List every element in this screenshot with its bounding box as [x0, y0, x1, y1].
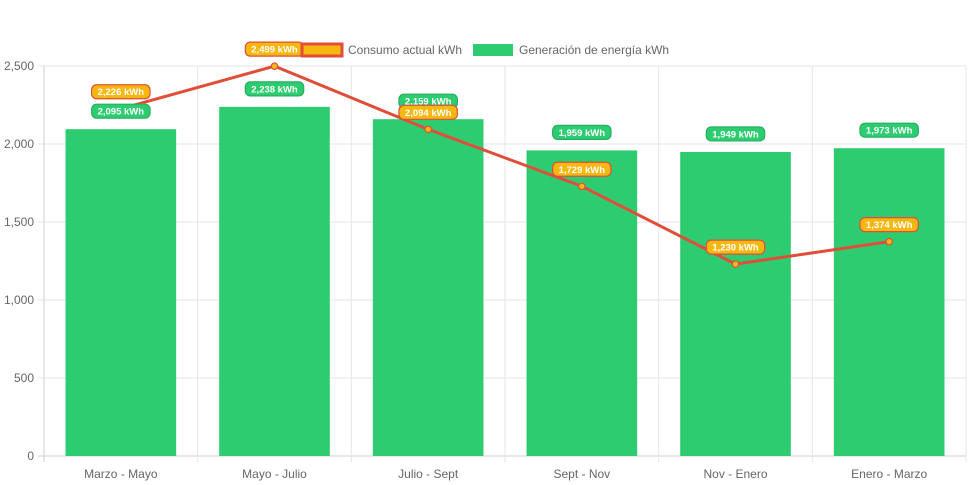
data-label-bg	[91, 103, 151, 119]
data-label-text: 1,374 kWh	[866, 220, 913, 231]
y-tick-label: 2,500	[4, 59, 34, 73]
data-label: 2,238 kWh	[244, 81, 305, 97]
bar[interactable]	[372, 119, 484, 457]
legend-label-consumo: Consumo actual kWh	[348, 43, 462, 57]
data-label-text: 2,094 kWh	[405, 108, 452, 119]
x-tick-label: Julio - Sept	[398, 467, 459, 481]
legend-item-generacion[interactable]: Generación de energía kWh	[473, 43, 669, 57]
data-label: 1,729 kWh	[552, 161, 612, 177]
data-label-bg	[398, 104, 458, 120]
data-label: 2,095 kWh	[91, 103, 151, 119]
y-tick-label: 500	[14, 371, 34, 385]
legend-swatch-consumo	[300, 42, 344, 58]
line-point[interactable]	[270, 62, 279, 70]
x-tick-label: Enero - Marzo	[851, 467, 927, 481]
data-label-text: 2,499 kWh	[251, 45, 298, 56]
data-label-text: 2,226 kWh	[98, 87, 145, 98]
data-label-bg	[552, 161, 612, 177]
data-label-bg	[91, 84, 151, 100]
data-label: 2,226 kWh	[91, 84, 151, 100]
data-label: 2,499 kWh	[244, 41, 305, 57]
data-label-bg	[244, 81, 305, 97]
data-label-text: 2,238 kWh	[251, 84, 298, 95]
data-label-bg	[859, 217, 919, 233]
legend-label-generacion: Generación de energía kWh	[519, 43, 669, 57]
data-label-bg	[859, 122, 919, 138]
bar[interactable]	[219, 106, 330, 456]
bar[interactable]	[680, 151, 791, 456]
y-tick-label: 1,000	[4, 293, 34, 307]
data-label-text: 1,729 kWh	[559, 165, 606, 176]
line-point[interactable]	[885, 237, 893, 246]
data-label-text: 1,949 kWh	[712, 129, 759, 140]
line-point[interactable]	[424, 125, 432, 134]
data-label: 1,973 kWh	[859, 122, 919, 138]
data-label: 1,959 kWh	[552, 124, 612, 140]
bar[interactable]	[833, 148, 945, 456]
bar-series	[65, 106, 945, 457]
axes: 0 500 1,000 1,500 2,000 2,500 Marzo - Mayo Mayo…	[4, 59, 928, 481]
legend-swatch-generacion	[473, 44, 513, 56]
x-tick-label: Sept - Nov	[553, 467, 610, 481]
x-tick-label: Marzo - Mayo	[84, 467, 158, 481]
line-path	[120, 64, 890, 266]
data-label: 1,230 kWh	[705, 239, 766, 255]
data-label-bg	[705, 239, 766, 255]
data-label-bg	[552, 124, 612, 140]
x-tick-label: Nov - Enero	[703, 467, 767, 481]
y-tick-label: 2,000	[4, 137, 34, 151]
bar[interactable]	[65, 129, 177, 456]
line-point[interactable]	[731, 260, 740, 268]
y-tick-label: 0	[27, 449, 34, 463]
data-label-text: 1,973 kWh	[866, 126, 913, 137]
data-label: 2,094 kWh	[398, 104, 458, 120]
data-labels: 2,095 kWh 2,238 kWh 2,159 kWh 1,959 kWh 1,94…	[91, 41, 919, 255]
data-label: 1,374 kWh	[859, 217, 919, 233]
data-label-bg	[705, 126, 766, 142]
line-series	[117, 62, 893, 268]
data-label-text: 1,230 kWh	[712, 243, 759, 254]
data-label-text: 2,095 kWh	[98, 107, 145, 118]
legend[interactable]: Consumo actual kWh Generación de energía…	[300, 42, 669, 58]
legend-item-consumo[interactable]: Consumo actual kWh	[300, 42, 462, 58]
data-label: 1,949 kWh	[705, 126, 766, 142]
x-tick-label: Mayo - Julio	[242, 467, 307, 481]
data-label-text: 2,159 kWh	[405, 97, 452, 108]
data-label-text: 1,959 kWh	[559, 128, 606, 139]
line-point[interactable]	[578, 182, 586, 191]
bar[interactable]	[526, 150, 638, 456]
y-tick-label: 1,500	[4, 215, 34, 229]
grid	[38, 65, 967, 462]
